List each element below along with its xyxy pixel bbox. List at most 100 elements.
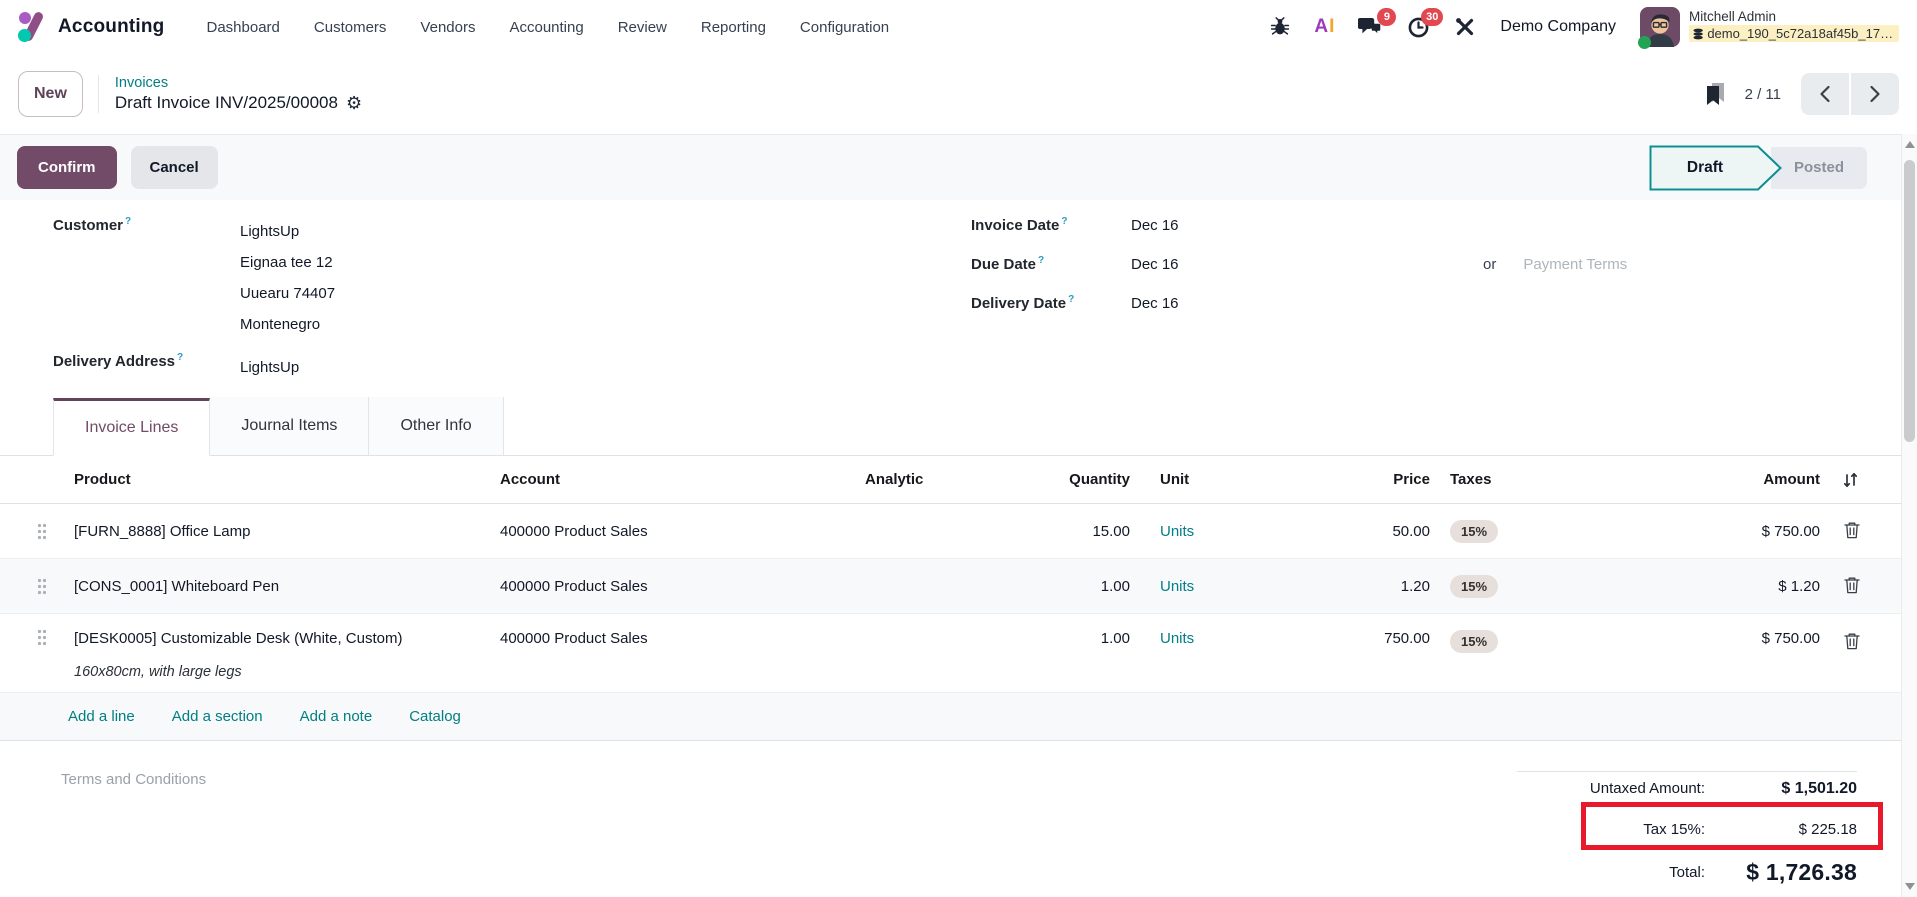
messages-icon[interactable]: 9 <box>1358 8 1397 38</box>
account-cell[interactable]: 400000 Product Sales <box>500 577 648 595</box>
col-unit: Unit <box>1160 471 1190 488</box>
pager-counter: 2 / 11 <box>1744 85 1781 103</box>
delete-line-button[interactable] <box>1842 574 1862 599</box>
status-posted[interactable]: Posted <box>1771 146 1867 189</box>
price-cell[interactable]: 50.00 <box>1392 522 1430 540</box>
tax-pill[interactable]: 15% <box>1450 630 1499 653</box>
catalog-link[interactable]: Catalog <box>409 708 461 725</box>
col-analytic: Analytic <box>865 471 924 488</box>
confirm-button[interactable]: Confirm <box>17 146 117 189</box>
database-icon <box>1693 28 1703 39</box>
terms-and-conditions-field[interactable]: Terms and Conditions <box>61 771 207 788</box>
database-name: demo_190_5c72a18af45b_1765… <box>1707 26 1895 41</box>
cancel-button[interactable]: Cancel <box>130 146 218 189</box>
help-marker: ? <box>1038 255 1045 266</box>
quantity-cell[interactable]: 15.00 <box>1092 522 1130 540</box>
quantity-cell[interactable]: 1.00 <box>1100 630 1130 647</box>
trash-icon <box>1844 633 1860 650</box>
customer-address-line: Uuearu 74407 <box>240 285 336 302</box>
status-draft[interactable]: Draft <box>1649 145 1783 191</box>
account-cell[interactable]: 400000 Product Sales <box>500 522 648 540</box>
new-button[interactable]: New <box>18 71 83 117</box>
vertical-scrollbar[interactable] <box>1901 134 1917 897</box>
tax-pill[interactable]: 15% <box>1450 519 1499 543</box>
drag-handle-icon[interactable] <box>30 522 74 541</box>
product-cell[interactable]: [CONS_0001] Whiteboard Pen <box>74 577 280 595</box>
optional-columns-icon[interactable] <box>1820 471 1864 489</box>
payment-terms-field[interactable]: Payment Terms <box>1523 256 1628 273</box>
delete-line-button[interactable] <box>1842 519 1862 544</box>
menu-reporting[interactable]: Reporting <box>700 18 766 36</box>
delivery-date-label: Delivery Date? <box>971 294 1075 312</box>
untaxed-amount-value: $ 1,501.20 <box>1781 780 1857 797</box>
menu-accounting[interactable]: Accounting <box>509 18 584 36</box>
user-name: Mitchell Admin <box>1689 9 1777 24</box>
help-marker: ? <box>1061 216 1068 227</box>
invoice-date-field[interactable]: Dec 16 <box>1131 217 1179 234</box>
main-menu: Dashboard Customers Vendors Accounting R… <box>207 19 890 36</box>
unit-link[interactable]: Units <box>1160 630 1195 647</box>
page-title: Draft Invoice INV/2025/00008 <box>114 93 338 112</box>
product-cell[interactable]: [DESK0005] Customizable Desk (White, Cus… <box>74 630 403 647</box>
breadcrumb-invoices-link[interactable]: Invoices <box>114 75 169 91</box>
drag-handle-icon[interactable] <box>30 628 74 647</box>
bookmark-icon[interactable] <box>1704 82 1727 107</box>
accounting-app-icon <box>16 10 48 43</box>
amount-cell: $ 1.20 <box>1778 577 1820 595</box>
unit-link[interactable]: Units <box>1160 522 1195 540</box>
company-switcher[interactable]: Demo Company <box>1500 18 1616 35</box>
delete-line-button[interactable] <box>1842 630 1862 655</box>
pager-previous-button[interactable] <box>1801 73 1849 115</box>
product-cell[interactable]: [FURN_8888] Office Lamp <box>74 522 251 540</box>
activities-clock-icon[interactable]: 30 <box>1407 7 1444 39</box>
untaxed-amount-label: Untaxed Amount: <box>1589 780 1705 797</box>
product-description[interactable]: 160x80cm, with large legs <box>74 664 242 680</box>
price-cell[interactable]: 750.00 <box>1384 630 1430 647</box>
add-a-line-link[interactable]: Add a line <box>68 708 135 725</box>
tab-other-info[interactable]: Other Info <box>369 397 504 455</box>
scroll-down-arrow[interactable] <box>1905 883 1915 890</box>
chevron-left-icon <box>1820 85 1830 103</box>
menu-configuration[interactable]: Configuration <box>799 18 890 36</box>
gear-icon[interactable]: ⚙ <box>345 93 363 113</box>
menu-vendors[interactable]: Vendors <box>420 18 476 36</box>
price-cell[interactable]: 1.20 <box>1400 577 1430 595</box>
unit-link[interactable]: Units <box>1160 577 1195 595</box>
delivery-address-field[interactable]: LightsUp <box>240 359 300 376</box>
add-a-note-link[interactable]: Add a note <box>299 708 373 725</box>
menu-dashboard[interactable]: Dashboard <box>206 18 280 36</box>
tab-journal-items[interactable]: Journal Items <box>210 397 370 455</box>
table-footer-links: Add a line Add a section Add a note Cata… <box>0 693 1917 741</box>
scroll-up-arrow[interactable] <box>1904 141 1915 148</box>
app-switcher[interactable]: Accounting <box>16 10 165 43</box>
delivery-address-label: Delivery Address? <box>53 352 184 370</box>
table-header-row: Product Account Analytic Quantity Unit P… <box>0 456 1917 504</box>
due-date-label: Due Date? <box>971 255 1045 273</box>
add-a-section-link[interactable]: Add a section <box>171 708 263 725</box>
menu-review[interactable]: Review <box>617 18 667 36</box>
quantity-cell[interactable]: 1.00 <box>1100 577 1130 595</box>
customer-label: Customer? <box>53 216 132 234</box>
status-draft-label: Draft <box>1686 158 1724 176</box>
amount-cell: $ 750.00 <box>1761 630 1820 647</box>
amount-cell: $ 750.00 <box>1761 522 1820 540</box>
activities-badge: 30 <box>1421 7 1444 26</box>
scrollbar-thumb[interactable] <box>1904 160 1915 442</box>
user-menu[interactable]: Mitchell Admin demo_190_5c72a18af45b_176… <box>1638 7 1899 49</box>
account-cell[interactable]: 400000 Product Sales <box>500 630 648 647</box>
breadcrumb: Invoices Draft Invoice INV/2025/00008 ⚙ <box>97 75 363 113</box>
due-date-field[interactable]: Dec 16 <box>1131 256 1179 273</box>
debug-tools-icon[interactable] <box>1454 16 1476 38</box>
drag-handle-icon[interactable] <box>30 577 74 596</box>
help-marker: ? <box>125 216 132 227</box>
pager-next-button[interactable] <box>1851 73 1899 115</box>
menu-customers[interactable]: Customers <box>313 18 387 36</box>
delivery-date-field[interactable]: Dec 16 <box>1131 295 1179 312</box>
tax-pill[interactable]: 15% <box>1450 574 1499 598</box>
tab-invoice-lines[interactable]: Invoice Lines <box>53 398 211 456</box>
bug-icon[interactable] <box>1270 17 1290 37</box>
invoice-lines-table: Product Account Analytic Quantity Unit P… <box>0 456 1917 741</box>
customer-field[interactable]: LightsUp <box>240 223 300 240</box>
